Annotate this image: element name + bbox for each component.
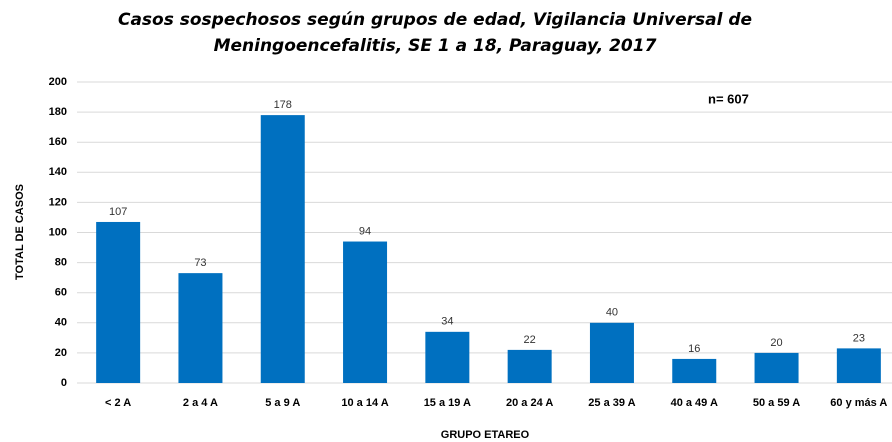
x-tick-label: 10 a 14 A — [341, 397, 388, 409]
bar — [343, 241, 388, 383]
value-label: 73 — [194, 257, 206, 269]
y-tick-label: 40 — [55, 317, 67, 329]
y-tick-label: 60 — [55, 287, 67, 299]
bar — [754, 352, 799, 383]
value-label: 23 — [853, 332, 865, 344]
bar — [96, 221, 141, 383]
y-tick-label: 160 — [49, 136, 67, 148]
bar — [589, 322, 634, 383]
bar — [672, 358, 717, 383]
x-tick-label: 5 a 9 A — [265, 397, 300, 409]
x-tick-label: 25 a 39 A — [588, 397, 635, 409]
y-tick-label: 180 — [49, 106, 67, 118]
chart-title: Casos sospechosos según grupos de edad, … — [118, 10, 752, 30]
y-tick-label: 140 — [49, 166, 67, 178]
value-label: 178 — [274, 99, 292, 111]
x-axis-title: GRUPO ETAREO — [441, 429, 530, 441]
bar — [260, 115, 305, 384]
bar — [507, 349, 552, 383]
value-label: 107 — [109, 206, 127, 218]
value-label: 20 — [770, 337, 782, 349]
bar — [425, 331, 470, 383]
value-label: 34 — [441, 316, 453, 328]
x-tick-label: 15 a 19 A — [424, 397, 471, 409]
x-tick-label: 40 a 49 A — [671, 397, 718, 409]
annotation: n= 607 — [708, 91, 749, 106]
bar — [836, 348, 881, 383]
y-tick-label: 200 — [49, 76, 67, 88]
chart-title: Meningoencefalitis, SE 1 a 18, Paraguay,… — [214, 36, 657, 56]
y-tick-label: 20 — [55, 347, 67, 359]
x-tick-label: 50 a 59 A — [753, 397, 800, 409]
y-tick-label: 120 — [49, 196, 67, 208]
value-label: 40 — [606, 307, 618, 319]
x-tick-label: 60 y más A — [830, 397, 887, 409]
y-tick-label: 80 — [55, 257, 67, 269]
value-label: 94 — [359, 225, 371, 237]
value-label: 22 — [524, 334, 536, 346]
y-axis-title: TOTAL DE CASOS — [14, 184, 26, 280]
value-label: 16 — [688, 343, 700, 355]
x-tick-label: 20 a 24 A — [506, 397, 553, 409]
y-tick-label: 0 — [61, 377, 67, 389]
y-tick-label: 100 — [49, 226, 67, 238]
bar — [178, 273, 223, 383]
x-tick-label: 2 a 4 A — [183, 397, 218, 409]
x-tick-label: < 2 A — [105, 397, 131, 409]
